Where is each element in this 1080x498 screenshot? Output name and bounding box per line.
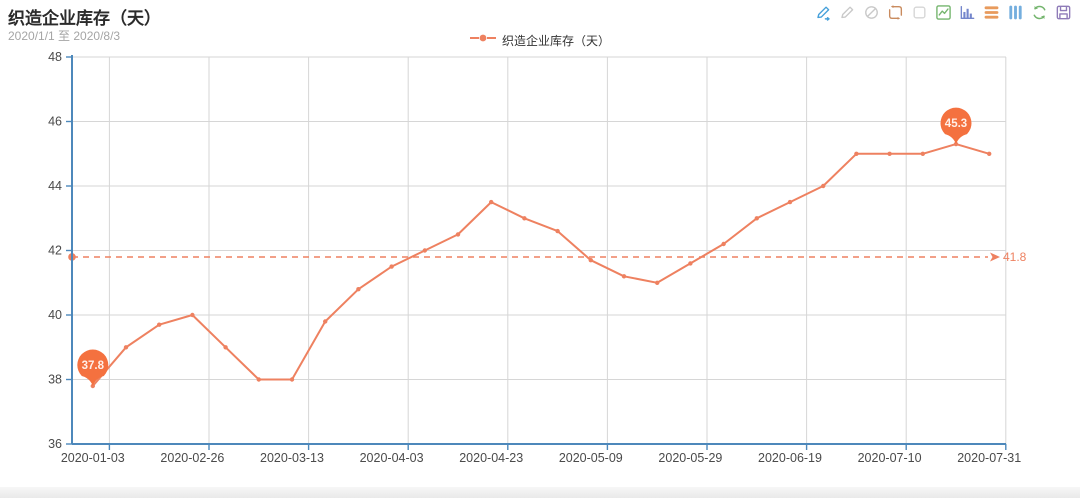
y-axis-label: 46: [48, 115, 62, 129]
data-point[interactable]: [522, 216, 527, 221]
markline-arrow-icon: [990, 252, 1000, 262]
data-point[interactable]: [289, 377, 295, 382]
data-point[interactable]: [489, 199, 494, 205]
data-point[interactable]: [123, 345, 129, 350]
data-point[interactable]: [621, 274, 627, 279]
x-axis-label: 2020-07-10: [858, 451, 922, 465]
data-point[interactable]: [987, 151, 992, 156]
x-axis-label: 2020-05-09: [559, 451, 623, 465]
x-axis-label: 2020-02-26: [160, 451, 224, 465]
mark-point-label: 45.3: [945, 118, 967, 130]
series-line[interactable]: [92, 143, 990, 387]
data-point[interactable]: [721, 241, 726, 247]
legend-label: 织造企业库存（天）: [501, 34, 611, 48]
data-point[interactable]: [953, 141, 959, 147]
mark-pencil-icon[interactable]: [815, 4, 832, 21]
y-axis-label: 48: [48, 50, 62, 64]
magic-type-stack-icon[interactable]: [983, 4, 1000, 21]
data-point[interactable]: [190, 312, 195, 318]
x-axis-label: 2020-05-29: [658, 451, 722, 465]
restore-icon[interactable]: [1031, 4, 1048, 21]
data-point[interactable]: [223, 345, 228, 350]
data-point[interactable]: [256, 377, 261, 382]
data-point[interactable]: [754, 216, 759, 221]
legend-item[interactable]: 织造企业库存（天）: [469, 31, 611, 50]
data-zoom-reset-icon[interactable]: [911, 4, 928, 21]
markline-value-label: 41.8: [1003, 250, 1027, 264]
mark-clear-icon[interactable]: [863, 4, 880, 21]
data-point[interactable]: [688, 261, 693, 266]
data-point[interactable]: [455, 232, 461, 237]
data-zoom-icon[interactable]: [887, 4, 904, 21]
data-point[interactable]: [920, 151, 925, 156]
x-axis-label: 2020-07-31: [957, 451, 1021, 465]
magic-type-bar-icon[interactable]: [959, 4, 976, 21]
data-point[interactable]: [422, 248, 427, 253]
data-point[interactable]: [655, 280, 660, 285]
y-axis-label: 42: [48, 244, 62, 258]
toolbox: [815, 4, 1072, 21]
data-point[interactable]: [787, 199, 793, 205]
mark-undo-icon[interactable]: [839, 4, 856, 21]
mark-point-label: 37.8: [82, 360, 105, 372]
chart-title: 织造企业库存（天）: [8, 9, 161, 28]
data-point[interactable]: [588, 258, 593, 263]
data-point[interactable]: [854, 151, 859, 156]
x-axis-label: 2020-06-19: [758, 451, 822, 465]
magic-type-line-icon[interactable]: [935, 4, 952, 21]
data-point[interactable]: [555, 228, 560, 234]
data-point[interactable]: [887, 151, 892, 156]
x-axis-label: 2020-03-13: [260, 451, 324, 465]
mark-point-pin[interactable]: [940, 107, 972, 145]
page-background-strip: [0, 487, 1080, 498]
x-axis-label: 2020-04-23: [459, 451, 523, 465]
data-point[interactable]: [821, 183, 826, 189]
y-axis-label: 36: [48, 437, 62, 451]
mark-point-pin[interactable]: [77, 349, 109, 386]
data-point[interactable]: [157, 322, 162, 327]
save-image-icon[interactable]: [1055, 4, 1072, 21]
legend-marker-icon: [469, 31, 496, 50]
data-point[interactable]: [389, 264, 394, 269]
y-axis-label: 40: [48, 308, 62, 322]
magic-type-tiled-icon[interactable]: [1007, 4, 1024, 21]
chart-subtitle: 2020/1/1 至 2020/8/3: [8, 29, 121, 43]
data-point[interactable]: [356, 287, 361, 292]
y-axis-label: 44: [48, 179, 62, 193]
data-point[interactable]: [323, 319, 328, 324]
data-point[interactable]: [90, 383, 96, 389]
x-axis-label: 2020-04-03: [360, 451, 424, 465]
x-axis-label: 2020-01-03: [61, 451, 125, 465]
y-axis-label: 38: [48, 373, 62, 387]
